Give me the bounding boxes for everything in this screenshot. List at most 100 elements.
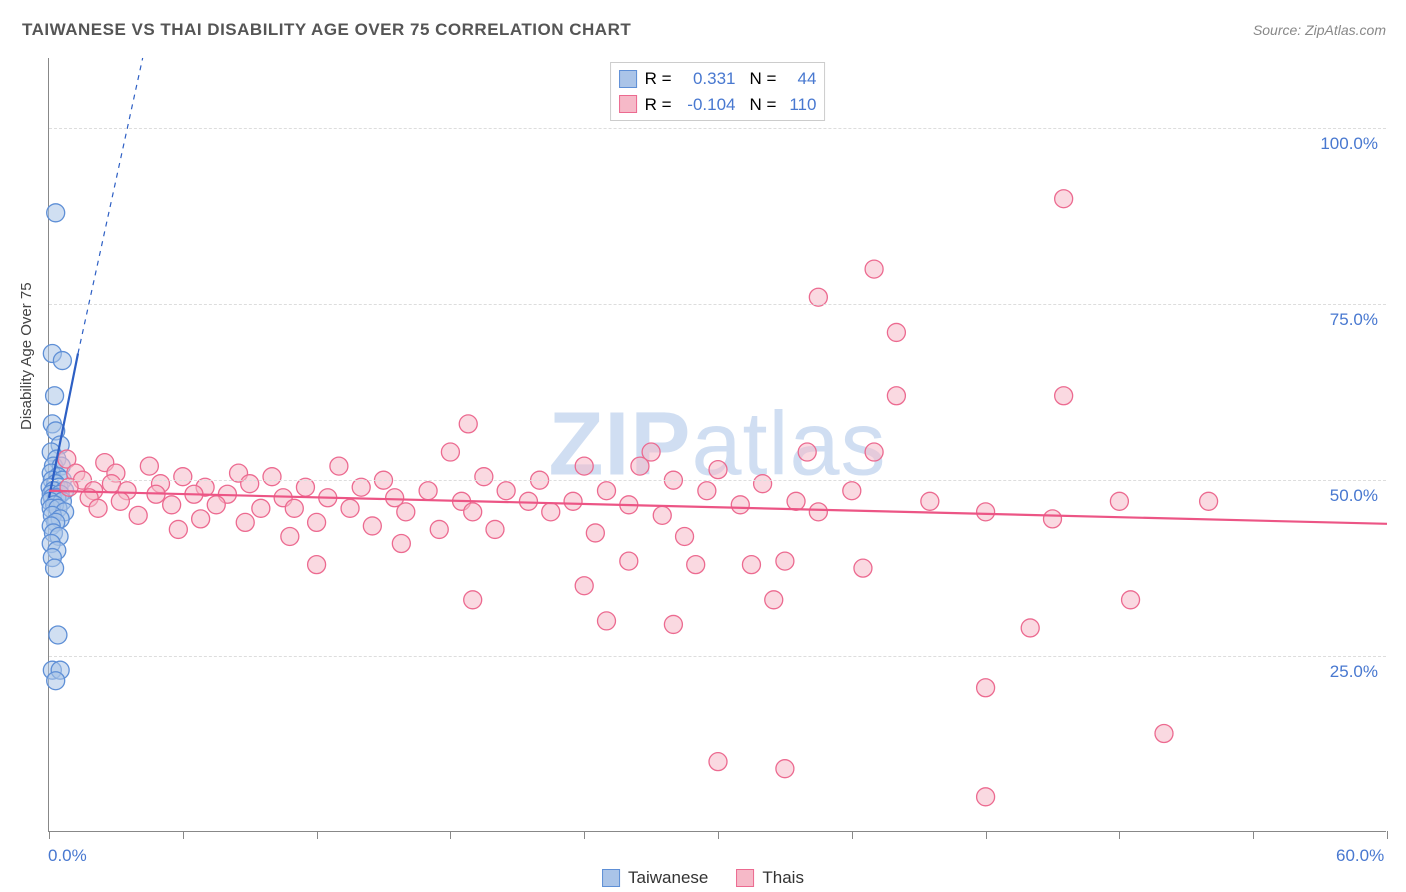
- data-point: [977, 679, 995, 697]
- data-point: [330, 457, 348, 475]
- data-point: [887, 387, 905, 405]
- data-point: [1200, 492, 1218, 510]
- data-point: [169, 520, 187, 538]
- data-point: [486, 520, 504, 538]
- data-point: [140, 457, 158, 475]
- data-point: [47, 204, 65, 222]
- data-point: [363, 517, 381, 535]
- legend-row-thais: R = -0.104 N = 110: [619, 92, 817, 118]
- y-tick-label: 25.0%: [1330, 662, 1378, 682]
- swatch-thais: [736, 869, 754, 887]
- legend-label-taiwanese: Taiwanese: [628, 868, 708, 888]
- data-point: [285, 499, 303, 517]
- series-legend: Taiwanese Thais: [602, 868, 804, 888]
- correlation-legend: R = 0.331 N = 44 R = -0.104 N = 110: [610, 62, 826, 121]
- r-value-taiwanese: 0.331: [680, 66, 736, 92]
- data-point: [731, 496, 749, 514]
- data-point: [620, 552, 638, 570]
- data-point: [464, 503, 482, 521]
- n-label: N =: [750, 92, 777, 118]
- y-tick-label: 75.0%: [1330, 310, 1378, 330]
- data-point: [464, 591, 482, 609]
- trend-line-extension: [78, 58, 143, 354]
- data-point: [308, 513, 326, 531]
- data-point: [419, 482, 437, 500]
- swatch-thais: [619, 95, 637, 113]
- data-point: [475, 468, 493, 486]
- y-tick-label: 100.0%: [1320, 134, 1378, 154]
- data-point: [754, 475, 772, 493]
- data-point: [564, 492, 582, 510]
- data-point: [742, 556, 760, 574]
- data-point: [598, 482, 616, 500]
- r-label: R =: [645, 92, 672, 118]
- data-point: [129, 506, 147, 524]
- data-point: [497, 482, 515, 500]
- data-point: [397, 503, 415, 521]
- x-tick-label: 60.0%: [1336, 846, 1384, 866]
- data-point: [776, 760, 794, 778]
- legend-item-taiwanese: Taiwanese: [602, 868, 708, 888]
- data-point: [263, 468, 281, 486]
- data-point: [441, 443, 459, 461]
- data-point: [765, 591, 783, 609]
- data-point: [192, 510, 210, 528]
- data-point: [392, 535, 410, 553]
- data-point: [776, 552, 794, 570]
- data-point: [207, 496, 225, 514]
- data-point: [1021, 619, 1039, 637]
- data-point: [709, 461, 727, 479]
- data-point: [843, 482, 861, 500]
- data-point: [854, 559, 872, 577]
- data-point: [798, 443, 816, 461]
- data-point: [586, 524, 604, 542]
- n-value-thais: 110: [784, 92, 816, 118]
- source-attribution: Source: ZipAtlas.com: [1253, 22, 1386, 38]
- data-point: [653, 506, 671, 524]
- data-point: [631, 457, 649, 475]
- data-point: [865, 260, 883, 278]
- x-tick-label: 0.0%: [48, 846, 87, 866]
- data-point: [977, 788, 995, 806]
- data-point: [1155, 724, 1173, 742]
- legend-label-thais: Thais: [762, 868, 804, 888]
- data-point: [887, 323, 905, 341]
- data-point: [1110, 492, 1128, 510]
- r-value-thais: -0.104: [680, 92, 736, 118]
- data-point: [46, 387, 64, 405]
- data-point: [241, 475, 259, 493]
- r-label: R =: [645, 66, 672, 92]
- data-point: [809, 503, 827, 521]
- data-point: [698, 482, 716, 500]
- data-point: [1055, 190, 1073, 208]
- legend-row-taiwanese: R = 0.331 N = 44: [619, 66, 817, 92]
- data-point: [252, 499, 270, 517]
- data-point: [676, 527, 694, 545]
- data-point: [281, 527, 299, 545]
- legend-item-thais: Thais: [736, 868, 804, 888]
- n-value-taiwanese: 44: [784, 66, 816, 92]
- swatch-taiwanese: [602, 869, 620, 887]
- data-point: [687, 556, 705, 574]
- data-point: [1055, 387, 1073, 405]
- data-point: [111, 492, 129, 510]
- y-axis-label: Disability Age Over 75: [18, 282, 35, 430]
- data-point: [865, 443, 883, 461]
- data-point: [89, 499, 107, 517]
- data-point: [49, 626, 67, 644]
- data-point: [664, 615, 682, 633]
- data-point: [163, 496, 181, 514]
- data-point: [519, 492, 537, 510]
- data-point: [575, 577, 593, 595]
- data-point: [575, 457, 593, 475]
- data-point: [341, 499, 359, 517]
- chart-title: TAIWANESE VS THAI DISABILITY AGE OVER 75…: [22, 20, 631, 40]
- y-tick-label: 50.0%: [1330, 486, 1378, 506]
- data-point: [308, 556, 326, 574]
- data-point: [977, 503, 995, 521]
- data-point: [787, 492, 805, 510]
- data-point: [1122, 591, 1140, 609]
- scatter-plot-svg: [49, 58, 1386, 831]
- data-point: [542, 503, 560, 521]
- swatch-taiwanese: [619, 70, 637, 88]
